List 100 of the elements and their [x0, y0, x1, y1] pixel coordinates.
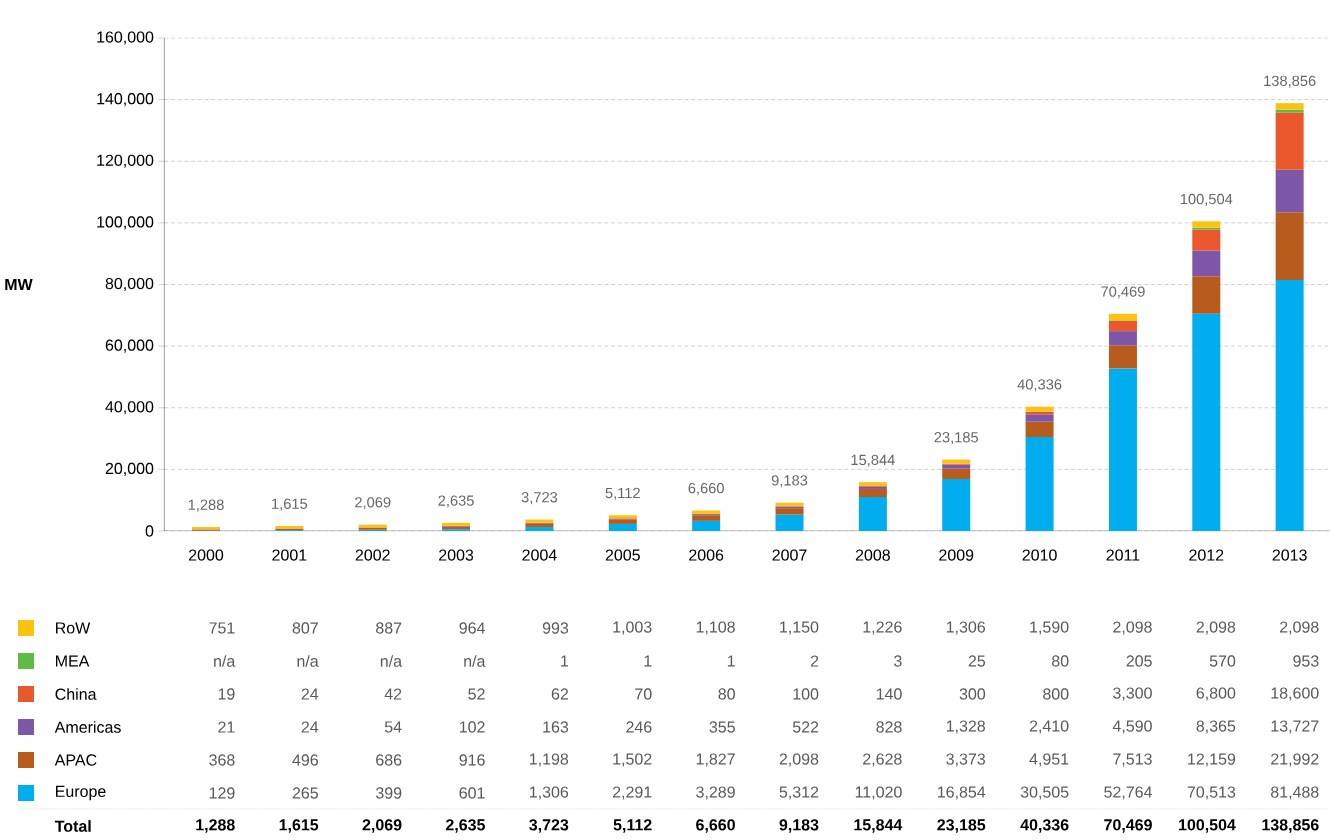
data-label: 800 [1043, 688, 1069, 700]
data-label: 2,098 [1196, 621, 1236, 635]
y-tick-label: 60,000 [105, 339, 154, 353]
text: 1,288 [196, 819, 235, 833]
data-label: 25 [968, 655, 986, 667]
data-label: 2,628 [863, 753, 902, 767]
x-tick-label: 2008 [855, 549, 890, 561]
data-label: 6,800 [1196, 687, 1236, 701]
x-tick-label: 2011 [1106, 549, 1140, 561]
total-label: 23,185 [934, 432, 979, 445]
y-tick-label: 40,000 [105, 401, 154, 415]
data-label: 100 [793, 688, 819, 700]
text: n/a [380, 655, 403, 667]
text: n/a [464, 655, 486, 667]
data-label: 80 [718, 688, 735, 700]
data-label: 21,992 [1271, 753, 1319, 767]
x-tick-label: 2009 [939, 549, 974, 561]
data-label: 1,306 [946, 621, 986, 635]
total-label: 9,183 [771, 475, 808, 488]
x-tick-label: 2003 [439, 549, 474, 561]
legend-label: China [55, 688, 97, 700]
text: 2,069 [362, 819, 402, 833]
y-tick-label: 160,000 [97, 31, 154, 45]
total-label: 70,469 [1101, 286, 1145, 299]
y-tick-label: 80,000 [105, 277, 154, 292]
data-label: 52,764 [1104, 786, 1152, 800]
legend-label: APAC [54, 754, 97, 766]
data-label: 3 [894, 655, 902, 667]
data-label: 246 [626, 721, 652, 733]
text: 3,723 [529, 819, 569, 833]
text: 100,504 [1179, 819, 1236, 833]
total-label: 15,844 [851, 454, 895, 467]
data-label: 1,108 [696, 621, 735, 635]
data-label: 686 [376, 754, 402, 766]
text: 40,336 [1020, 819, 1069, 833]
legend-label: Americas [54, 721, 121, 733]
data-label: 24 [301, 688, 319, 700]
data-label: 1,150 [780, 621, 819, 635]
data-label: 7,513 [1113, 753, 1152, 767]
data-label: 62 [551, 688, 569, 700]
data-label: 300 [959, 688, 986, 700]
data-label: 1,328 [946, 720, 986, 734]
data-label: 54 [384, 721, 402, 733]
data-label: 102 [459, 721, 485, 733]
data-label: 522 [792, 721, 819, 733]
data-label: 12,159 [1188, 753, 1236, 767]
data-label: 993 [542, 622, 569, 634]
data-label: 163 [543, 721, 569, 733]
total-label: 1,615 [272, 498, 308, 511]
total-label: 2,069 [355, 497, 391, 510]
data-label: 70,513 [1187, 786, 1236, 800]
x-tick-label: 2002 [355, 549, 390, 561]
data-label: 953 [1293, 655, 1319, 667]
x-tick-label: 2000 [189, 549, 224, 561]
data-label: 19 [218, 688, 235, 700]
total-label: 40,336 [1017, 379, 1062, 392]
data-label: 964 [459, 622, 485, 634]
x-tick-label: 2006 [689, 549, 724, 561]
data-label: 129 [209, 787, 235, 799]
text: 23,185 [937, 819, 986, 833]
y-axis-title: MW [5, 279, 33, 290]
total-label: 100,504 [1180, 193, 1233, 206]
data-label: 16,854 [938, 786, 986, 800]
total-label: 2,635 [438, 495, 474, 508]
data-label: 8,365 [1196, 720, 1236, 734]
text: 6,660 [696, 819, 735, 833]
data-label: 2,291 [612, 786, 652, 800]
x-tick-label: 2007 [772, 549, 807, 561]
text: n/a [297, 655, 319, 667]
data-label: 1,590 [1030, 621, 1069, 635]
total-label: 1,288 [188, 499, 224, 512]
data-label: 1 [644, 655, 652, 667]
x-tick-label: 2013 [1272, 549, 1307, 561]
text: n/a [214, 655, 236, 667]
text: 138,856 [1262, 819, 1319, 833]
data-label: 52 [468, 688, 485, 700]
data-label: 24 [301, 721, 319, 733]
data-label: 1,502 [613, 753, 652, 767]
text: Total [54, 820, 91, 832]
data-label: 205 [1126, 655, 1152, 667]
data-label: 5,312 [779, 786, 819, 800]
data-label: 887 [376, 622, 402, 634]
data-label: 265 [292, 787, 318, 799]
data-label: 21 [218, 721, 235, 733]
data-label: 2,098 [779, 753, 819, 767]
legend-label: RoW [56, 622, 91, 634]
data-label: 1,226 [863, 621, 902, 635]
data-label: 1,003 [613, 621, 652, 635]
data-label: 30,505 [1020, 786, 1069, 800]
data-label: 2 [810, 655, 819, 667]
text: 1,615 [279, 819, 319, 833]
text: 5,112 [613, 819, 652, 833]
data-label: 807 [292, 622, 318, 634]
data-label: 1,827 [696, 753, 735, 767]
data-label: 4,590 [1112, 720, 1152, 734]
data-label: 2,098 [1280, 621, 1319, 635]
data-label: 1 [727, 655, 735, 667]
y-tick-label: 20,000 [105, 462, 154, 476]
y-tick-label: 140,000 [97, 93, 154, 107]
data-label: 42 [384, 688, 402, 700]
